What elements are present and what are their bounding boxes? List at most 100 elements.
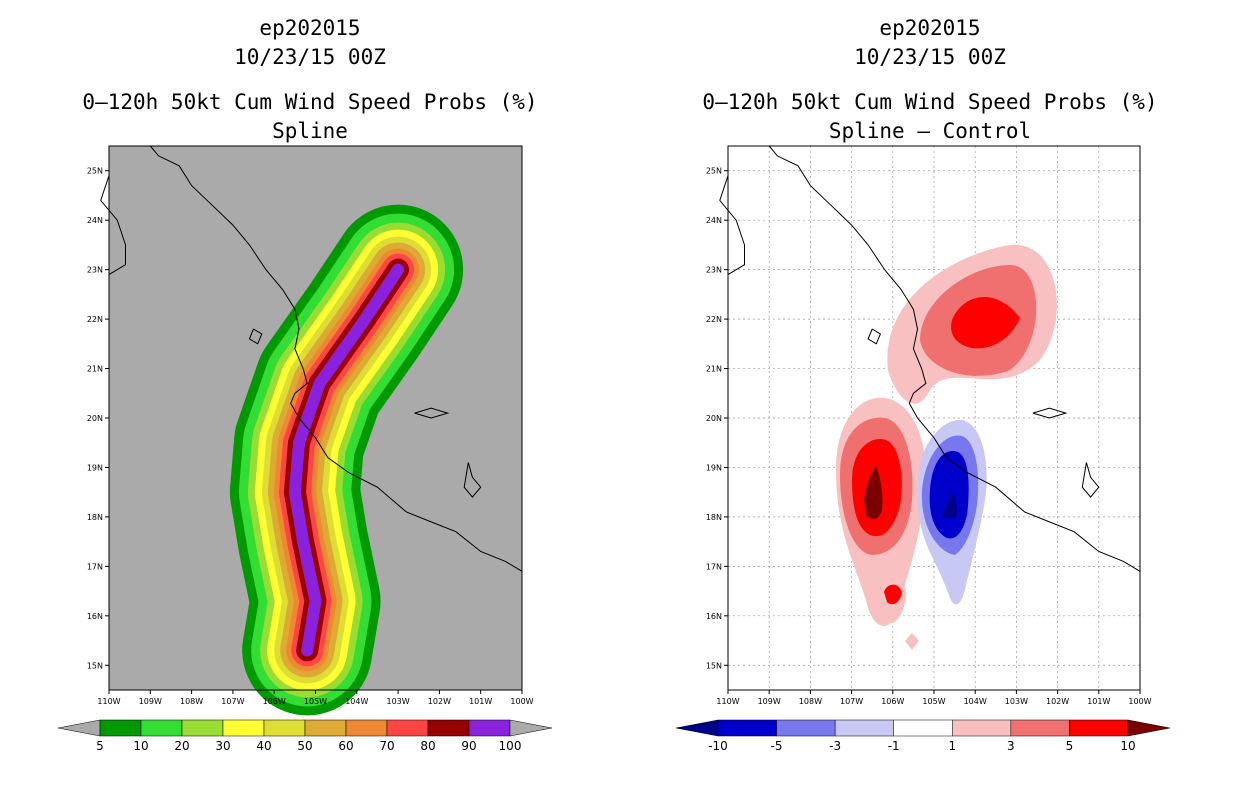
colorbar-label: -5 — [771, 739, 783, 753]
colorbar-swatch — [181, 719, 224, 737]
coastline — [149, 145, 523, 572]
x-tick-label: 101W — [469, 697, 492, 706]
colorbar-swatch — [893, 719, 953, 737]
colorbar-label: -3 — [829, 739, 841, 753]
prob-band-90 — [288, 263, 405, 657]
diff-neg-10 — [942, 492, 957, 518]
x-tick-label: 104W — [345, 697, 368, 706]
island-2 — [1081, 462, 1100, 498]
colorbar-under-arrow — [57, 719, 101, 737]
right-date: 10/23/15 00Z — [854, 45, 1006, 69]
colorbar-label: 60 — [338, 739, 353, 753]
x-tick-label: 110W — [97, 697, 120, 706]
y-tick-label: 22N — [706, 315, 722, 324]
x-tick-label: 109W — [139, 697, 162, 706]
y-tick-label: 25N — [706, 167, 722, 176]
y-tick-label: 17N — [87, 562, 103, 571]
right-panel-title-block: ep202015 10/23/15 00Z — [640, 14, 1220, 72]
difference-colorbar: -10 -5 -3 -1 1 3 5 10 — [675, 719, 1171, 753]
colorbar-label: 70 — [379, 739, 394, 753]
island-1 — [414, 407, 450, 419]
colorbar-swatch — [140, 719, 183, 737]
colorbar-over-arrow — [1127, 719, 1171, 737]
x-tick-label: 108W — [799, 697, 822, 706]
right-storm-id: ep202015 — [879, 16, 981, 40]
colorbar-under-arrow — [675, 719, 719, 737]
island-2 — [463, 462, 482, 498]
colorbar-label: 50 — [297, 739, 312, 753]
left-chart-title: 0–120h 50kt Cum Wind Speed Probs (%) — [82, 90, 538, 114]
x-tick-label: 110W — [716, 697, 739, 706]
spline-colorbar: 5 10 20 30 40 50 60 70 80 90 100 — [57, 719, 553, 753]
x-tick-label: 102W — [1046, 697, 1069, 706]
y-tick-label: 19N — [87, 463, 103, 472]
left-chart-subtitle: Spline — [272, 119, 348, 143]
y-tick-label: 23N — [706, 266, 722, 275]
colorbar-label: 100 — [499, 739, 522, 753]
colorbar-swatch — [304, 719, 347, 737]
colorbar-label: 3 — [1007, 739, 1015, 753]
y-tick-label: 22N — [87, 315, 103, 324]
spline-panel: 110W 109W 108W 107W 106W 105W 104W 103W 102W 101W… — [57, 145, 553, 753]
colorbar-swatch — [776, 719, 836, 737]
coastline — [768, 145, 1141, 572]
x-tick-label: 100W — [510, 697, 533, 706]
diff-ne-5 — [951, 297, 1020, 349]
x-tick-label: 108W — [180, 697, 203, 706]
y-tick-label: 15N — [87, 661, 103, 670]
right-chart-subtitle: Spline – Control — [828, 119, 1032, 143]
y-tick-label: 18N — [87, 513, 103, 522]
right-chart-title-block: 0–120h 50kt Cum Wind Speed Probs (%) Spl… — [640, 88, 1220, 146]
y-tick-label: 25N — [87, 167, 103, 176]
right-chart-title: 0–120h 50kt Cum Wind Speed Probs (%) — [702, 90, 1158, 114]
left-date: 10/23/15 00Z — [234, 45, 386, 69]
y-tick-label: 21N — [87, 365, 103, 374]
baja-coast — [719, 175, 745, 276]
y-tick-label: 16N — [87, 612, 103, 621]
colorbar-swatch — [263, 719, 306, 737]
diff-neg-5 — [929, 450, 969, 539]
colorbar-label: 1 — [948, 739, 956, 753]
x-tick-label: 105W — [922, 697, 945, 706]
colorbar-over-arrow — [509, 719, 553, 737]
colorbar-label: -1 — [888, 739, 900, 753]
y-tick-label: 15N — [706, 661, 722, 670]
colorbar-swatch — [222, 719, 265, 737]
island-0 — [248, 328, 263, 345]
colorbar-label: 30 — [215, 739, 230, 753]
colorbar-label: -10 — [708, 739, 728, 753]
colorbar-swatch — [834, 719, 894, 737]
colorbar-label: 20 — [174, 739, 189, 753]
colorbar-label: 80 — [420, 739, 435, 753]
baja-coast — [100, 175, 126, 276]
x-tick-label: 107W — [840, 697, 863, 706]
colorbar-swatch — [717, 719, 777, 737]
colorbar-label: 10 — [1120, 739, 1135, 753]
left-panel-title-block: ep202015 10/23/15 00Z — [20, 14, 600, 72]
colorbar-label: 90 — [461, 739, 476, 753]
colorbar-swatch — [468, 719, 511, 737]
colorbar-swatch — [427, 719, 470, 737]
y-tick-label: 17N — [706, 562, 722, 571]
y-tick-label: 18N — [706, 513, 722, 522]
colorbar-swatch — [1069, 719, 1129, 737]
x-tick-label: 106W — [263, 697, 286, 706]
x-tick-label: 103W — [1005, 697, 1028, 706]
left-chart-title-block: 0–120h 50kt Cum Wind Speed Probs (%) Spl… — [20, 88, 600, 146]
colorbar-label: 5 — [1066, 739, 1074, 753]
colorbar-swatch — [99, 719, 142, 737]
y-tick-label: 20N — [706, 414, 722, 423]
colorbar-swatch — [1010, 719, 1070, 737]
x-tick-label: 107W — [221, 697, 244, 706]
y-tick-label: 19N — [706, 463, 722, 472]
island-1 — [1032, 407, 1068, 419]
island-0 — [867, 328, 882, 345]
y-tick-label: 24N — [706, 216, 722, 225]
y-tick-label: 23N — [87, 266, 103, 275]
difference-panel: 110W 109W 108W 107W 106W 105W 104W 103W 102W 101W… — [675, 145, 1171, 753]
left-storm-id: ep202015 — [259, 16, 361, 40]
colorbar-swatch — [386, 719, 429, 737]
diff-s-tiny — [905, 633, 919, 650]
y-tick-label: 16N — [706, 612, 722, 621]
